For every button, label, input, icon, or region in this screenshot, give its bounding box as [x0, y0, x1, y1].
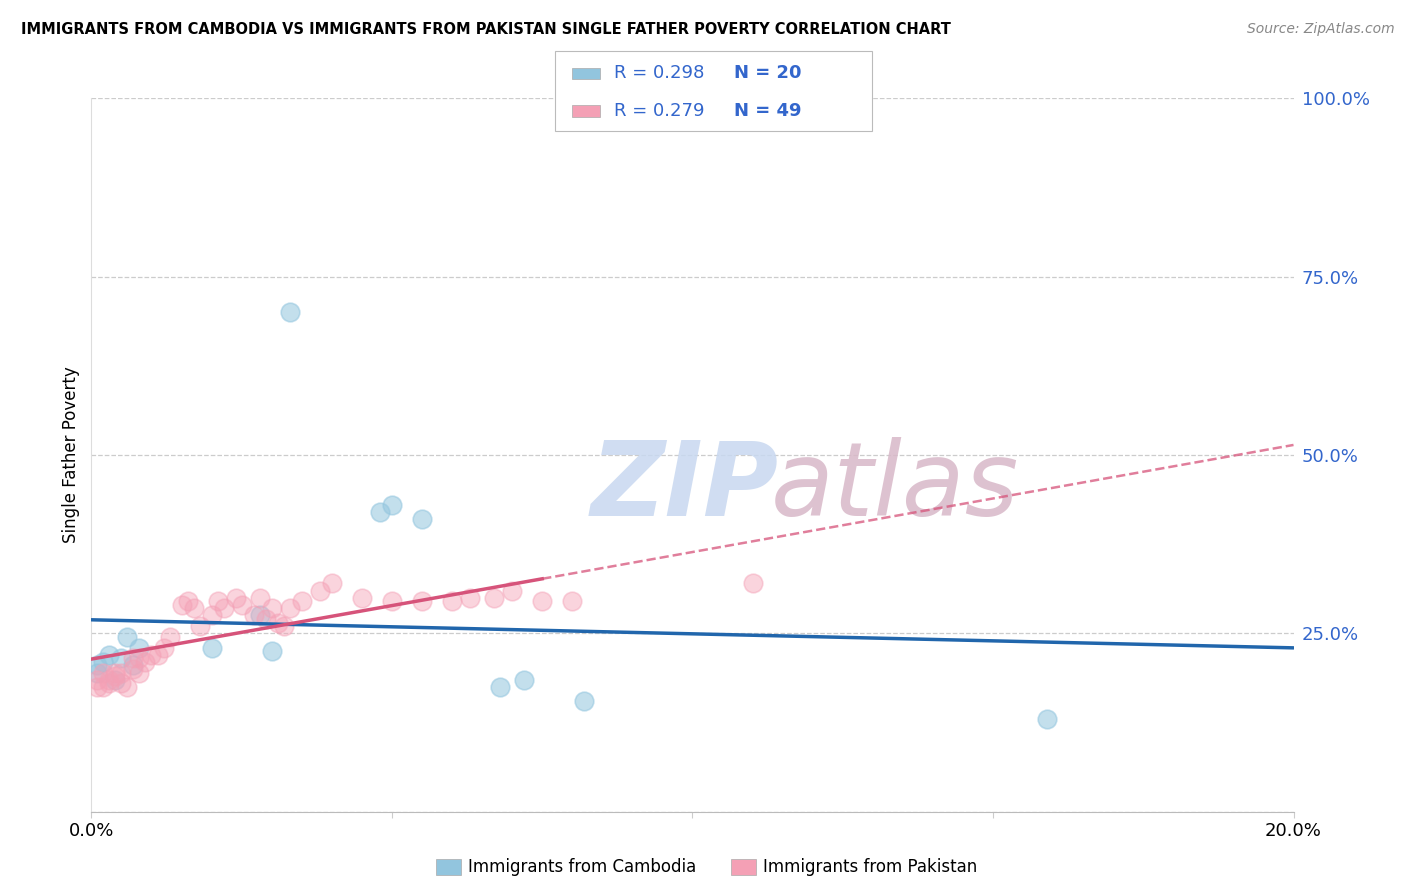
- Point: [98, 648, 121, 662]
- Point: [308, 583, 330, 598]
- Point: [159, 630, 181, 644]
- Point: [207, 594, 229, 608]
- Point: [458, 591, 481, 605]
- Point: [128, 665, 150, 680]
- Text: IMMIGRANTS FROM CAMBODIA VS IMMIGRANTS FROM PAKISTAN SINGLE FATHER POVERTY CORRE: IMMIGRANTS FROM CAMBODIA VS IMMIGRANTS F…: [21, 22, 950, 37]
- Point: [242, 608, 264, 623]
- Point: [152, 640, 174, 655]
- Point: [278, 305, 301, 319]
- Point: [117, 680, 139, 694]
- Point: [249, 608, 271, 623]
- Point: [98, 676, 121, 690]
- Point: [146, 648, 169, 662]
- Point: [104, 665, 127, 680]
- Y-axis label: Single Father Poverty: Single Father Poverty: [62, 367, 80, 543]
- Point: [201, 640, 224, 655]
- Point: [122, 651, 145, 665]
- Point: [411, 512, 433, 526]
- Point: [86, 658, 108, 673]
- Point: [482, 591, 505, 605]
- Text: Immigrants from Pakistan: Immigrants from Pakistan: [763, 858, 977, 876]
- Point: [117, 630, 139, 644]
- Point: [188, 619, 211, 633]
- Point: [489, 680, 512, 694]
- Point: [381, 498, 404, 512]
- Point: [141, 648, 163, 662]
- Point: [440, 594, 463, 608]
- Point: [93, 655, 115, 669]
- Text: N = 20: N = 20: [734, 64, 801, 82]
- Point: [350, 591, 373, 605]
- Point: [531, 594, 554, 608]
- Point: [86, 673, 108, 687]
- Point: [128, 651, 150, 665]
- Text: atlas: atlas: [770, 437, 1019, 537]
- Point: [93, 680, 115, 694]
- Text: N = 49: N = 49: [734, 102, 801, 120]
- Point: [574, 694, 596, 708]
- Point: [368, 505, 391, 519]
- Point: [201, 608, 224, 623]
- Point: [291, 594, 314, 608]
- Point: [110, 651, 132, 665]
- Point: [278, 601, 301, 615]
- Point: [212, 601, 235, 615]
- Point: [176, 594, 198, 608]
- Point: [411, 594, 433, 608]
- Point: [249, 591, 271, 605]
- Point: [104, 669, 127, 683]
- Point: [321, 576, 343, 591]
- Point: [170, 598, 193, 612]
- Point: [254, 612, 277, 626]
- Point: [128, 640, 150, 655]
- Text: R = 0.279: R = 0.279: [614, 102, 704, 120]
- Point: [1036, 712, 1059, 726]
- Text: R = 0.298: R = 0.298: [614, 64, 704, 82]
- Point: [183, 601, 205, 615]
- Point: [501, 583, 523, 598]
- Point: [231, 598, 253, 612]
- Point: [122, 662, 145, 676]
- Point: [134, 655, 156, 669]
- Point: [741, 576, 763, 591]
- Text: ZIP: ZIP: [591, 436, 779, 538]
- Point: [98, 673, 121, 687]
- Point: [86, 665, 108, 680]
- Point: [561, 594, 583, 608]
- Point: [110, 665, 132, 680]
- Text: Immigrants from Cambodia: Immigrants from Cambodia: [468, 858, 696, 876]
- Point: [260, 601, 283, 615]
- Point: [273, 619, 295, 633]
- Point: [122, 658, 145, 673]
- Text: Source: ZipAtlas.com: Source: ZipAtlas.com: [1247, 22, 1395, 37]
- Point: [260, 644, 283, 658]
- Point: [267, 615, 290, 630]
- Point: [381, 594, 404, 608]
- Point: [104, 673, 127, 687]
- Point: [110, 676, 132, 690]
- Point: [225, 591, 247, 605]
- Point: [86, 680, 108, 694]
- Point: [513, 673, 536, 687]
- Point: [93, 665, 115, 680]
